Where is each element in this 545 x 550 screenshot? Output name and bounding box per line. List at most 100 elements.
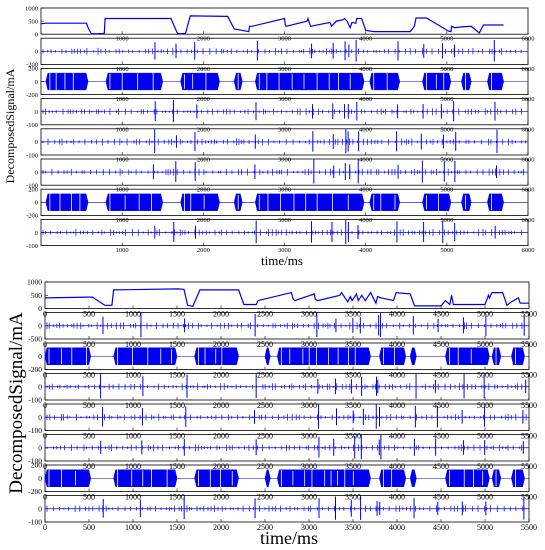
x-tick-label: 2000 (213, 523, 229, 532)
y-tick-label: 0 (35, 169, 38, 176)
x-tick-label: 500 (83, 493, 95, 502)
x-tick-label: 4000 (389, 462, 405, 471)
x-tick-label: 2000 (213, 401, 229, 410)
x-tick-label: 4500 (433, 462, 449, 471)
y-tick-label: 0 (35, 79, 38, 86)
x-tick-label: 3000 (301, 340, 317, 349)
y-tick-label: 0 (38, 321, 42, 330)
y-tick-label: -100 (28, 396, 42, 405)
x-tick-label: 3000 (278, 187, 291, 194)
x-tick-label: 1500 (169, 371, 185, 380)
x-tick-label: 3000 (301, 401, 317, 410)
x-tick-label: 1000 (125, 401, 141, 410)
x-tick-label: 4000 (389, 340, 405, 349)
dense-burst (44, 347, 92, 365)
x-axis-label-bottom: time/ms (260, 528, 318, 548)
dense-burst (409, 347, 417, 365)
x-tick-label: 1000 (116, 96, 129, 103)
x-tick-label: 4000 (389, 523, 405, 532)
x-tick-label: 4500 (433, 340, 449, 349)
dense-burst (105, 72, 164, 91)
x-tick-label: 2500 (257, 310, 273, 319)
dense-burst (461, 72, 472, 91)
x-tick-label: 3500 (345, 462, 361, 471)
x-tick-label: 4000 (359, 217, 372, 224)
x-tick-label: 5000 (440, 247, 453, 254)
x-tick-label: 3500 (345, 401, 361, 410)
dense-burst (105, 193, 164, 211)
y-tick-label: -100 (26, 182, 38, 189)
x-tick-label: 2500 (257, 340, 273, 349)
x-tick-label: 1500 (169, 493, 185, 502)
x-tick-label: 3500 (345, 523, 361, 532)
y-tick-label: -100 (28, 426, 42, 435)
x-tick-label: 3000 (278, 247, 291, 254)
x-tick-label: 4000 (359, 36, 372, 43)
dense-burst (264, 469, 271, 487)
x-tick-label: 1000 (125, 310, 141, 319)
x-tick-label: 5000 (440, 187, 453, 194)
y-tick-label: 0 (35, 139, 38, 146)
x-tick-label: 5000 (477, 340, 493, 349)
x-tick-label: 5000 (440, 126, 453, 133)
y-tick-label: 0 (35, 31, 38, 38)
dense-burst (194, 347, 239, 365)
x-tick-label: 3000 (278, 96, 291, 103)
x-tick-label: 500 (83, 462, 95, 471)
dense-burst (44, 469, 92, 487)
x-tick-label: 3500 (345, 432, 361, 441)
x-tick-label: 2500 (257, 371, 273, 380)
x-tick-label: 2000 (197, 66, 210, 73)
x-tick-label: 1000 (125, 523, 141, 532)
x-tick-label: 3500 (345, 340, 361, 349)
subplot-6: 2000 -200 0 500 1000 1500 2000 2500 3000 3500 4000… (28, 461, 537, 502)
dense-burst (379, 469, 407, 487)
dense-burst (487, 72, 504, 91)
dense-burst (194, 469, 239, 487)
subplot-3: 0-1000 500 1000 1500 2000 2500 3000 3500 4000 450… (28, 373, 537, 410)
y-tick-label: 0 (38, 352, 42, 361)
y-tick-label: 0 (38, 504, 42, 513)
x-tick-label: 3000 (301, 371, 317, 380)
y-tick-label: -200 (26, 213, 38, 220)
y-tick-label: -200 (26, 92, 38, 99)
x-tick-label: 1500 (169, 310, 185, 319)
x-tick-label: 4000 (359, 187, 372, 194)
y-axis-label-top: DecomposedSignal/mA (3, 68, 17, 183)
x-tick-label: 3000 (301, 462, 317, 471)
x-tick-label: 3000 (278, 157, 291, 164)
x-tick-label: 5000 (440, 96, 453, 103)
x-tick-label: 5000 (477, 462, 493, 471)
x-tick-label: 5000 (477, 371, 493, 380)
x-tick-label: 1500 (169, 432, 185, 441)
x-tick-label: 4000 (359, 157, 372, 164)
y-tick-label: 0 (35, 49, 38, 56)
x-tick-label: 1000 (125, 432, 141, 441)
y-tick-label: 0 (38, 474, 42, 483)
y-tick-label: -500 (28, 335, 42, 344)
y-tick-label: -100 (28, 518, 42, 527)
dense-burst (445, 347, 490, 365)
x-tick-label: 500 (83, 523, 95, 532)
x-tick-label: 500 (83, 310, 95, 319)
x-tick-label: 4500 (433, 371, 449, 380)
dense-burst (113, 347, 178, 365)
x-tick-label: 5000 (477, 401, 493, 410)
x-tick-label: 3000 (278, 66, 291, 73)
dense-burst (180, 72, 220, 91)
x-tick-label: 5000 (477, 432, 493, 441)
x-tick-label: 4500 (433, 432, 449, 441)
x-tick-label: 2500 (257, 432, 273, 441)
x-tick-label: 1000 (125, 462, 141, 471)
y-tick-label: 0 (38, 382, 42, 391)
x-tick-label: 4500 (433, 523, 449, 532)
x-tick-label: 2000 (213, 371, 229, 380)
x-tick-label: 3000 (278, 126, 291, 133)
x-tick-label: 2500 (257, 493, 273, 502)
y-tick-label: 0 (38, 413, 42, 422)
